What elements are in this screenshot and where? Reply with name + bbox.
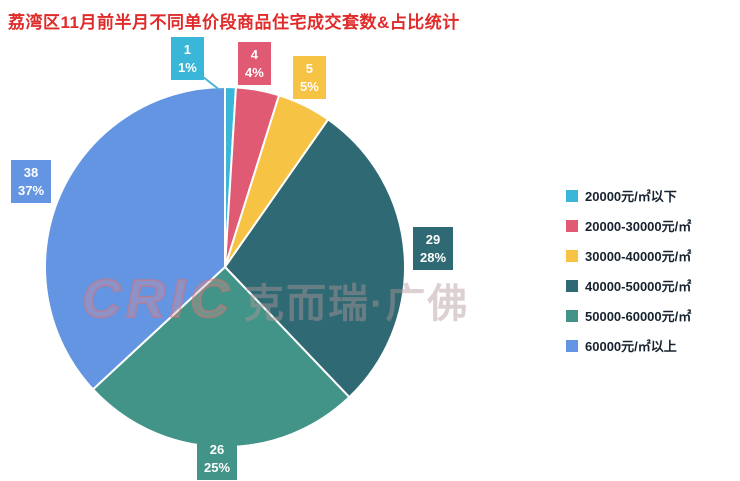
slice-percent: 28%: [420, 249, 447, 265]
legend-item: 50000-60000元/㎡: [566, 306, 691, 325]
legend-item: 30000-40000元/㎡: [566, 246, 691, 265]
slice-value: 5: [305, 61, 314, 76]
legend-label: 20000元/㎡以下: [585, 189, 677, 204]
legend-swatch: [566, 249, 578, 262]
legend-item: 20000元/㎡以下: [566, 186, 691, 205]
slice-value: 1: [183, 42, 192, 57]
slice-value: 29: [425, 232, 441, 247]
legend-item: 40000-50000元/㎡: [566, 276, 691, 295]
slice-label-50000-60000: 26 25%: [197, 437, 238, 481]
pie-slice-3: [223, 118, 406, 399]
slice-percent: 37%: [18, 182, 45, 198]
slice-value: 4: [250, 47, 259, 62]
pie-svg: [44, 85, 406, 448]
slice-value: 26: [209, 442, 225, 457]
legend-item: 60000元/㎡以上: [566, 336, 691, 355]
legend-swatch: [566, 309, 578, 322]
legend-label: 60000元/㎡以上: [585, 339, 677, 354]
chart-title: 荔湾区11月前半月不同单价段商品住宅成交套数&占比统计: [8, 13, 460, 32]
legend-label: 50000-60000元/㎡: [585, 309, 692, 324]
slice-percent: 25%: [204, 459, 231, 475]
legend-label: 30000-40000元/㎡: [585, 249, 692, 264]
slice-label-40000-50000: 29 28%: [413, 227, 454, 271]
slice-label-over60000: 38 37%: [11, 160, 52, 204]
slice-label-20000-30000: 4 4%: [238, 42, 271, 86]
legend-label: 40000-50000元/㎡: [585, 279, 692, 294]
legend-swatch: [566, 279, 578, 292]
slice-percent: 4%: [245, 64, 264, 80]
slice-label-under20000: 1 1%: [171, 37, 204, 81]
slice-value: 38: [23, 165, 39, 180]
slice-label-30000-40000: 5 5%: [293, 56, 326, 100]
slice-percent: 5%: [300, 78, 319, 94]
legend-swatch: [566, 189, 578, 202]
slice-percent: 1%: [178, 59, 197, 75]
pie-chart: [42, 84, 408, 450]
pie-slice-5: [44, 85, 226, 391]
legend: 20000元/㎡以下 20000-30000元/㎡ 30000-40000元/㎡…: [566, 186, 691, 366]
legend-swatch: [566, 339, 578, 352]
legend-swatch: [566, 219, 578, 232]
legend-label: 20000-30000元/㎡: [585, 219, 692, 234]
legend-item: 20000-30000元/㎡: [566, 216, 691, 235]
